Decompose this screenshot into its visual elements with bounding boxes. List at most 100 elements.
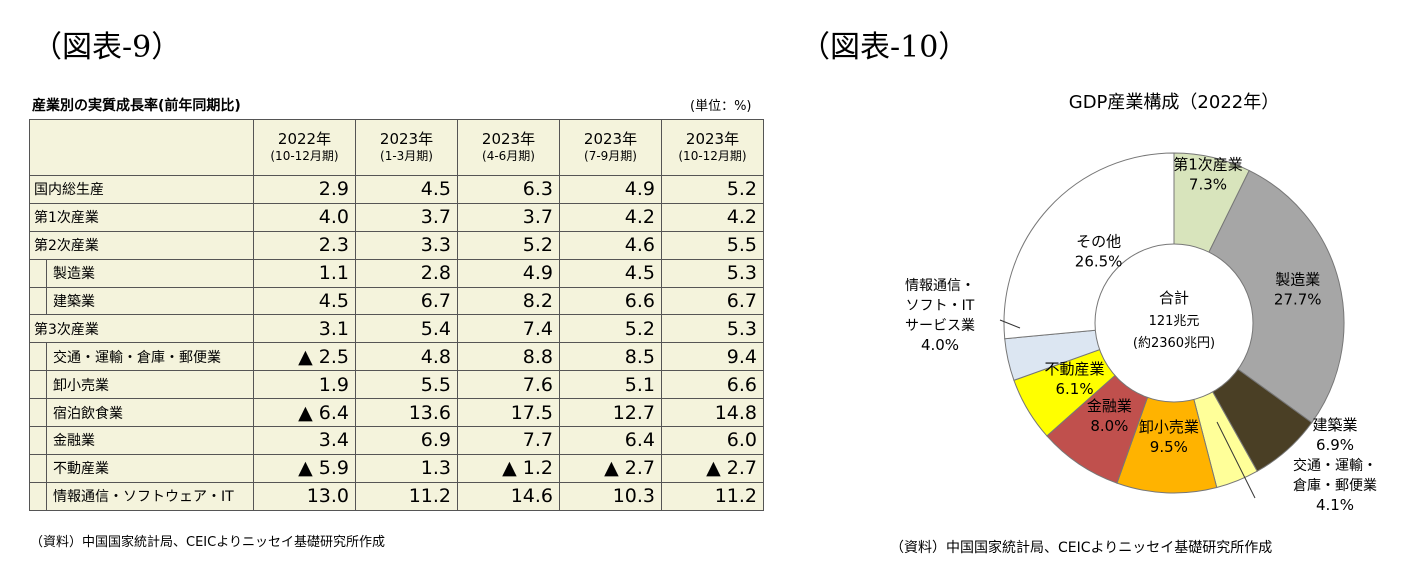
table-row: 製造業 1.1 2.8 4.9 4.5 5.3 — [29, 258, 764, 288]
row-label-text: 宿泊飲食業 — [53, 405, 123, 422]
value-cell: 3.1 — [253, 314, 356, 344]
column-header-period: (4-6月期) — [482, 148, 535, 163]
value-cell: 4.9 — [559, 175, 662, 204]
row-label: 第3次産業 — [29, 314, 254, 344]
column-header-period: (10-12月期) — [678, 148, 747, 163]
value-cell: 4.8 — [355, 342, 458, 372]
value-cell: 5.2 — [457, 230, 560, 260]
row-label-text: 情報通信・ソフトウェア・IT — [53, 489, 234, 506]
value-cell: 2.9 — [253, 175, 356, 204]
slice-name-label: ソフト・IT — [906, 298, 975, 314]
column-header: 2022年 (10-12月期) — [253, 119, 356, 176]
value-cell: 1.1 — [253, 258, 356, 288]
value-cell: 8.8 — [457, 342, 560, 372]
slice-name-label: 金融業 — [1087, 397, 1132, 415]
slice-name-label: 製造業 — [1275, 270, 1320, 288]
value-cell: ▲ 5.9 — [253, 453, 356, 483]
slice-value-label: 4.1% — [1316, 496, 1354, 514]
table-title: 産業別の実質成長率(前年同期比) — [32, 98, 241, 114]
value-cell: 7.4 — [457, 314, 560, 344]
slice-value-label: 27.7% — [1274, 290, 1322, 308]
pie-slice — [1173, 169, 1345, 424]
row-label-text: 卸小売業 — [53, 377, 109, 394]
table-row: 交通・運輸・倉庫・郵便業 ▲ 2.5 4.8 8.8 8.5 9.4 — [29, 342, 764, 372]
slice-value-label: 8.0% — [1090, 417, 1128, 435]
column-header: 2023年 (4-6月期) — [457, 119, 560, 176]
slice-value-label: 7.3% — [1189, 175, 1227, 193]
slice-value-label: 4.0% — [921, 336, 959, 354]
table-row: 国内総生産 2.9 4.5 6.3 4.9 5.2 — [29, 175, 764, 204]
value-cell: 8.2 — [457, 286, 560, 316]
row-label-text: 不動産業 — [53, 461, 109, 478]
value-cell: 11.2 — [661, 481, 764, 511]
table-row: 第2次産業 2.3 3.3 5.2 4.6 5.5 — [29, 230, 764, 260]
slice-name-label: 交通・運輸・ — [1293, 457, 1377, 474]
value-cell: 4.5 — [355, 175, 458, 204]
value-cell: ▲ 6.4 — [253, 398, 356, 428]
gdp-composition-donut-chart: GDP産業構成（2022年） 合計 121兆元 (約2360兆円) 第1次産業 7.3… — [905, 92, 1377, 514]
table-row: 不動産業 ▲ 5.9 1.3 ▲ 1.2 ▲ 2.7 ▲ 2.7 — [29, 453, 764, 483]
value-cell: 5.1 — [559, 370, 662, 400]
value-cell: ▲ 2.7 — [661, 453, 764, 483]
value-cell: 3.7 — [355, 202, 458, 232]
column-header-year: 2023年 — [481, 129, 536, 148]
value-cell: 8.5 — [559, 342, 662, 372]
value-cell: 6.7 — [661, 286, 764, 316]
growth-rate-table: 2022年 (10-12月期) 2023年 (1-3月期) 2023年 (4-6月期) 20… — [29, 119, 764, 511]
value-cell: ▲ 2.7 — [559, 453, 662, 483]
value-cell: 2.8 — [355, 258, 458, 288]
value-cell: 6.6 — [661, 370, 764, 400]
value-cell: 9.4 — [661, 342, 764, 372]
pie-slice — [1116, 321, 1218, 494]
value-cell: ▲ 1.2 — [457, 453, 560, 483]
value-cell: 2.3 — [253, 230, 356, 260]
value-cell: 5.5 — [661, 230, 764, 260]
slice-value-label: 6.9% — [1316, 436, 1354, 454]
column-header-year: 2023年 — [685, 129, 740, 148]
value-cell: 3.3 — [355, 230, 458, 260]
value-cell: 17.5 — [457, 398, 560, 428]
figure9-label: （図表-9） — [32, 30, 182, 65]
value-cell: 7.6 — [457, 370, 560, 400]
table-row: 第1次産業 4.0 3.7 3.7 4.2 4.2 — [29, 202, 764, 232]
value-cell: 5.5 — [355, 370, 458, 400]
slice-value-label: 26.5% — [1075, 252, 1123, 270]
row-label: 交通・運輸・倉庫・郵便業 — [29, 342, 254, 372]
table-row: 建築業 4.5 6.7 8.2 6.6 6.7 — [29, 286, 764, 316]
slice-name-label: その他 — [1076, 232, 1121, 250]
row-label: 第2次産業 — [29, 230, 254, 260]
value-cell: 5.2 — [559, 314, 662, 344]
value-cell: ▲ 2.5 — [253, 342, 356, 372]
value-cell: 5.3 — [661, 314, 764, 344]
row-label-text: 交通・運輸・倉庫・郵便業 — [53, 349, 221, 366]
slice-name-label: 卸小売業 — [1139, 418, 1199, 436]
value-cell: 3.7 — [457, 202, 560, 232]
row-label: 製造業 — [29, 258, 254, 288]
column-header-year: 2022年 — [277, 129, 332, 148]
table-row: 卸小売業 1.9 5.5 7.6 5.1 6.6 — [29, 370, 764, 400]
value-cell: 5.2 — [661, 175, 764, 204]
slice-name-label: 第1次産業 — [1173, 155, 1243, 173]
chart-source-note: （資料）中国国家統計局、CEICよりニッセイ基礎研究所作成 — [890, 540, 1273, 556]
table-row: 情報通信・ソフトウェア・IT 13.0 11.2 14.6 10.3 11.2 — [29, 481, 764, 511]
value-cell: 6.0 — [661, 426, 764, 455]
value-cell: 4.2 — [661, 202, 764, 232]
row-label: 建築業 — [29, 286, 254, 316]
row-label: 第1次産業 — [29, 202, 254, 232]
table-row: 宿泊飲食業 ▲ 6.4 13.6 17.5 12.7 14.8 — [29, 398, 764, 428]
value-cell: 6.9 — [355, 426, 458, 455]
center-label-line: (約2360兆円) — [1133, 336, 1215, 351]
leader-line — [999, 319, 1021, 329]
figure10-label: （図表-10） — [800, 30, 969, 65]
value-cell: 12.7 — [559, 398, 662, 428]
value-cell: 6.7 — [355, 286, 458, 316]
donut-hole — [1094, 243, 1254, 403]
value-cell: 4.0 — [253, 202, 356, 232]
value-cell: 6.6 — [559, 286, 662, 316]
center-label-line: 121兆元 — [1149, 314, 1200, 329]
table-source-note: （資料）中国国家統計局、CEICよりニッセイ基礎研究所作成 — [30, 535, 385, 550]
row-label: 不動産業 — [29, 453, 254, 483]
column-header: 2023年 (7-9月期) — [559, 119, 662, 176]
row-label: 国内総生産 — [29, 175, 254, 204]
value-cell: 7.7 — [457, 426, 560, 455]
